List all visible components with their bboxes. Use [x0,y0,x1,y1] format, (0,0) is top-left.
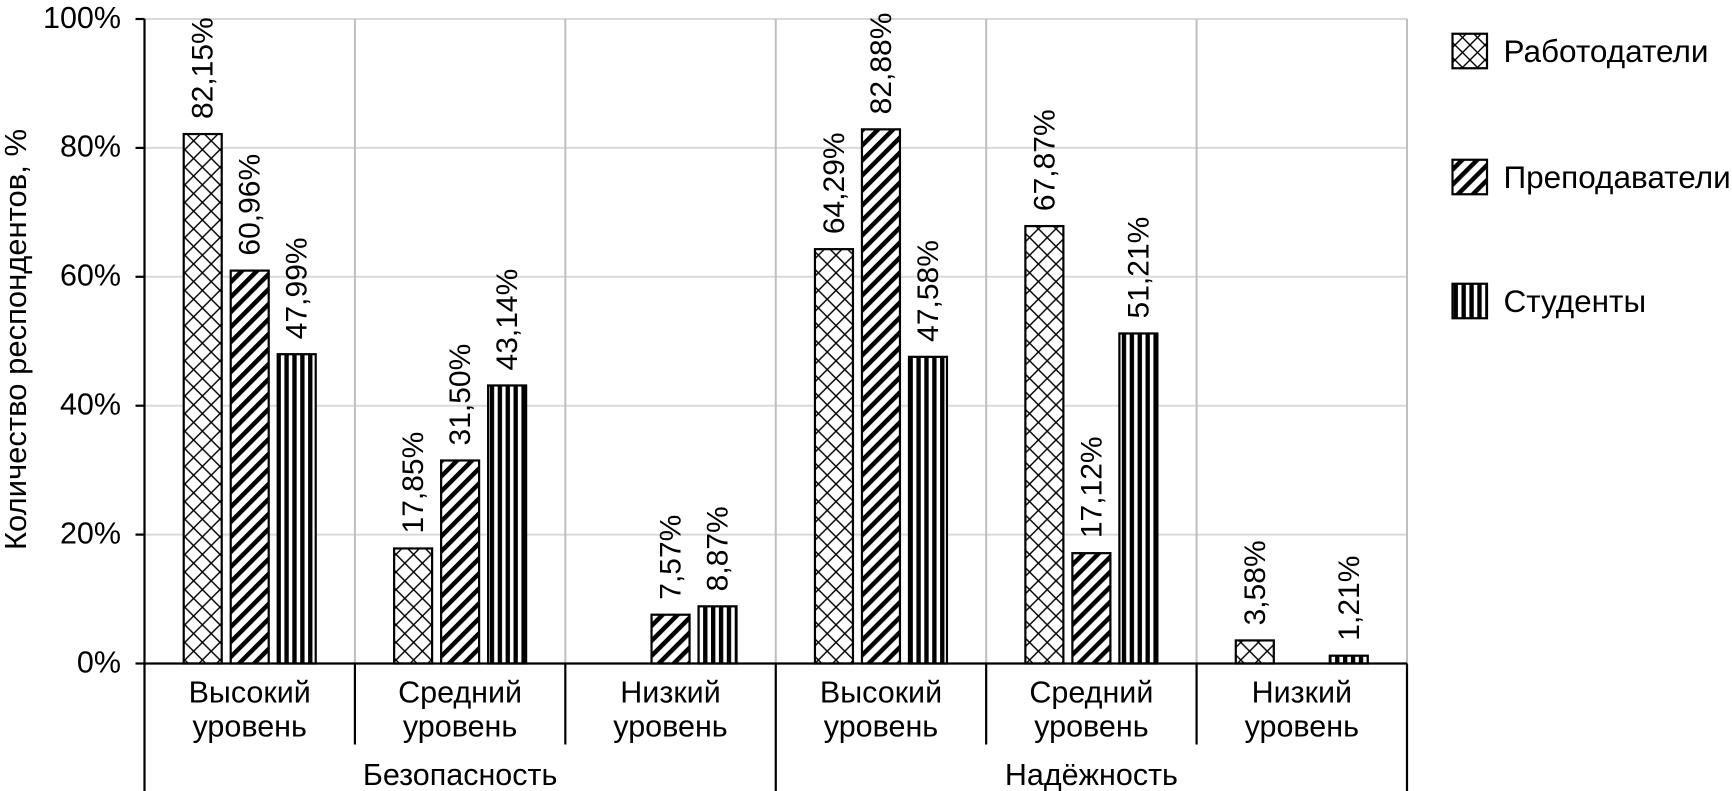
svg-text:уровень: уровень [1245,710,1359,744]
svg-text:Надёжность: Надёжность [1005,758,1178,791]
svg-text:80%: 80% [60,130,121,164]
svg-text:Высокий: Высокий [820,676,942,710]
svg-text:7,57%: 7,57% [655,515,688,600]
svg-text:67,87%: 67,87% [1028,109,1061,211]
svg-text:0%: 0% [77,645,121,679]
svg-text:100%: 100% [43,1,121,35]
svg-text:Высокий: Высокий [189,676,311,710]
svg-text:8,87%: 8,87% [702,506,735,591]
svg-text:уровень: уровень [1034,710,1148,744]
svg-text:17,12%: 17,12% [1075,436,1108,538]
svg-text:64,29%: 64,29% [818,132,851,234]
svg-text:47,99%: 47,99% [281,237,314,339]
svg-text:Низкий: Низкий [1252,676,1352,710]
svg-text:уровень: уровень [403,710,517,744]
svg-text:Студенты: Студенты [1504,283,1647,319]
svg-text:40%: 40% [60,388,121,422]
svg-text:Средний: Средний [398,676,522,710]
svg-text:43,14%: 43,14% [491,269,524,371]
svg-text:Работодатели: Работодатели [1504,33,1709,69]
svg-text:17,85%: 17,85% [397,432,430,534]
svg-text:3,58%: 3,58% [1239,540,1272,625]
svg-text:Средний: Средний [1029,676,1153,710]
svg-text:51,21%: 51,21% [1122,217,1155,319]
svg-text:Преподаватели: Преподаватели [1504,159,1731,195]
svg-text:47,58%: 47,58% [912,240,945,342]
svg-text:82,15%: 82,15% [187,17,220,119]
svg-text:Низкий: Низкий [620,676,720,710]
svg-text:60%: 60% [60,259,121,293]
svg-text:уровень: уровень [613,710,727,744]
svg-text:уровень: уровень [193,710,307,744]
svg-text:Количество респондентов, %: Количество респондентов, % [0,129,33,550]
svg-text:60,96%: 60,96% [234,154,267,256]
svg-text:82,88%: 82,88% [865,13,898,115]
svg-text:уровень: уровень [824,710,938,744]
svg-text:20%: 20% [60,516,121,550]
svg-text:31,50%: 31,50% [444,344,477,446]
svg-text:Безопасность: Безопасность [363,758,558,791]
svg-text:1,21%: 1,21% [1333,556,1366,641]
